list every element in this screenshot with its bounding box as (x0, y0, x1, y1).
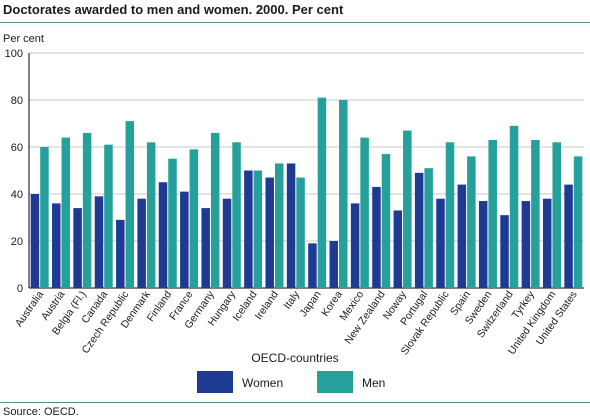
bar-women-portugal (414, 172, 424, 288)
bar-men-slovak-republic (445, 142, 455, 288)
bar-women-italy (286, 163, 296, 288)
x-category-label: Ireland (253, 289, 281, 322)
bar-women-noway (393, 210, 403, 288)
bar-men-mexico (360, 137, 369, 288)
legend-title: OECD-countries (251, 351, 338, 365)
bar-men-italy (296, 177, 305, 288)
bar-men-united-kingdom (552, 142, 561, 288)
source-note: Source: OECD. (3, 406, 79, 418)
y-tick-label: 100 (5, 48, 23, 60)
bar-men-hungary (232, 142, 241, 288)
bar-women-iceland (244, 170, 253, 288)
bar-men-switzerland (509, 125, 519, 288)
bar-men-germany (210, 132, 220, 288)
bar-women-tyrkey (521, 201, 531, 288)
top-divider (0, 22, 590, 23)
bar-men-sweden (488, 139, 497, 288)
bar-women-austria (52, 203, 61, 288)
bar-women-mexico (350, 203, 360, 288)
legend-swatch-men (317, 371, 353, 393)
y-tick-label: 40 (11, 189, 23, 201)
bar-women-australia (30, 194, 40, 288)
bar-women-korea (329, 241, 339, 288)
bar-men-belgia-fl- (82, 132, 92, 288)
bar-men-ireland (274, 163, 284, 288)
bar-women-united-kingdom (542, 198, 552, 288)
bar-men-canada (104, 144, 113, 288)
bar-men-austria (61, 137, 71, 288)
bar-men-czech-republic (125, 121, 135, 289)
legend-swatch-women (197, 371, 233, 393)
bar-men-united-states (573, 156, 583, 288)
bar-women-new-zealand (372, 186, 381, 288)
chart-title: Doctorates awarded to men and women. 200… (3, 2, 344, 17)
bar-women-spain (457, 184, 467, 288)
x-category-label: Japan (297, 289, 323, 319)
bar-men-japan (317, 97, 327, 289)
y-axis-label: Per cent (3, 33, 44, 45)
y-tick-label: 60 (11, 142, 23, 154)
legend-label-women: Women (242, 376, 283, 390)
y-tick-label: 20 (11, 236, 23, 248)
bar-women-japan (308, 243, 317, 288)
bar-men-iceland (253, 170, 263, 288)
bar-women-germany (201, 208, 210, 288)
legend-label-men: Men (362, 376, 385, 390)
bar-men-new-zealand (381, 154, 391, 288)
y-tick-label: 0 (17, 283, 23, 295)
bar-women-france (180, 191, 189, 288)
bottom-divider (0, 402, 590, 403)
bar-women-denmark (137, 198, 146, 288)
bar-men-korea (339, 100, 348, 288)
bar-women-belgia-fl- (73, 208, 82, 288)
bar-women-united-states (564, 184, 573, 288)
bar-women-hungary (222, 198, 232, 288)
bar-women-canada (94, 196, 104, 288)
bar-men-tyrkey (531, 139, 540, 288)
bar-women-switzerland (500, 215, 509, 288)
bar-men-france (189, 149, 199, 288)
bar-men-portugal (424, 168, 433, 288)
bar-men-noway (403, 130, 412, 288)
bar-women-sweden (478, 201, 488, 288)
bar-women-slovak-republic (436, 198, 445, 288)
bar-men-spain (467, 156, 476, 288)
bar-men-finland (168, 158, 177, 288)
bar-men-australia (40, 147, 49, 288)
bar-women-ireland (265, 177, 274, 288)
bar-women-finland (158, 182, 168, 288)
y-tick-label: 80 (11, 95, 23, 107)
bar-women-czech-republic (116, 219, 125, 288)
bar-men-denmark (146, 142, 156, 288)
